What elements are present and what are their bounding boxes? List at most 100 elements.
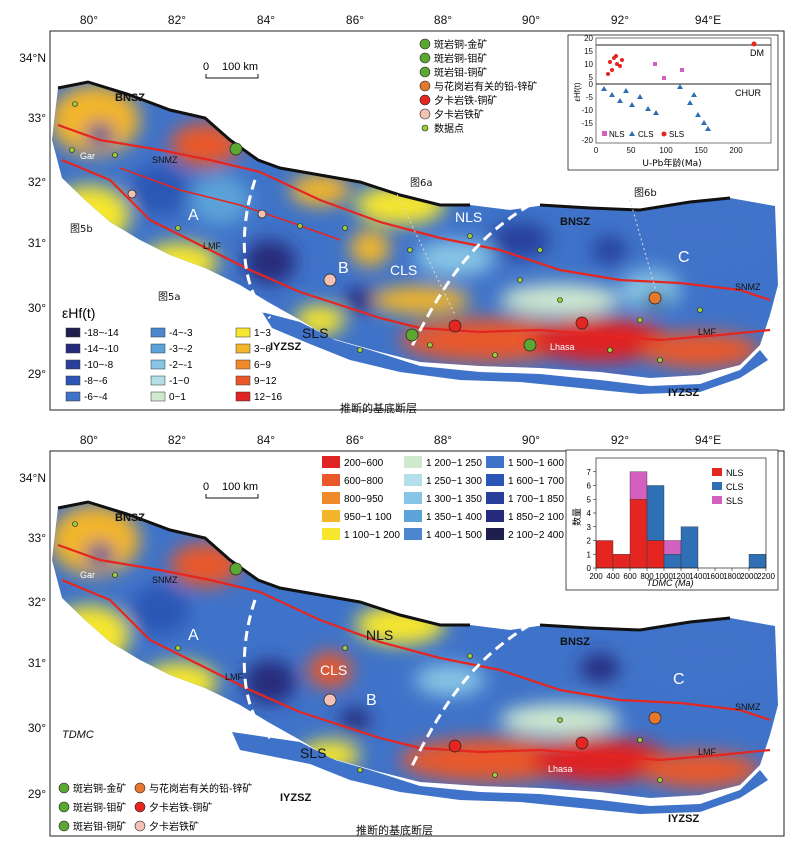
- data-point[interactable]: [357, 347, 363, 353]
- data-point[interactable]: [69, 147, 75, 153]
- deposit-pb-zn[interactable]: [648, 711, 662, 725]
- deposit-skarn-fe[interactable]: [323, 693, 337, 707]
- tdm-legend-label: 800~950: [344, 494, 384, 505]
- label-bnsz-west: BNSZ: [115, 512, 145, 524]
- legend-swatch-mo-cu: [419, 66, 431, 78]
- data-point[interactable]: [175, 645, 181, 651]
- data-points: [69, 101, 703, 363]
- hist-legend-label: SLS: [726, 496, 743, 506]
- lat-label: 30°: [28, 721, 46, 735]
- data-point[interactable]: [557, 717, 563, 723]
- data-point[interactable]: [607, 347, 613, 353]
- section-6a-line: [394, 189, 456, 316]
- data-point[interactable]: [697, 307, 703, 313]
- histogram-bar: [629, 471, 648, 500]
- deposit-cu-au[interactable]: [229, 142, 243, 156]
- label-iyzsz-west: IYZSZ: [280, 792, 311, 804]
- snmz-line: [57, 543, 771, 722]
- data-point[interactable]: [492, 352, 498, 358]
- scale-label: 100 km: [222, 481, 258, 493]
- lon-label: 90°: [522, 13, 540, 27]
- data-point[interactable]: [467, 233, 473, 239]
- data-point[interactable]: [112, 572, 118, 578]
- ehf-legend-swatch: [150, 359, 166, 370]
- deposit-skarn-fe-cu[interactable]: [575, 736, 589, 750]
- data-point[interactable]: [342, 645, 348, 651]
- inset-chur-label: CHUR: [735, 88, 761, 98]
- data-point[interactable]: [557, 297, 563, 303]
- ehf-legend-swatch: [150, 375, 166, 386]
- data-point[interactable]: [467, 653, 473, 659]
- histogram-x-tick: 400: [606, 572, 620, 581]
- data-point[interactable]: [657, 777, 663, 783]
- ehf-legend-swatch: [65, 375, 81, 386]
- basement-fault-east: [408, 203, 531, 351]
- label-cls: CLS: [320, 662, 347, 678]
- data-point[interactable]: [297, 223, 303, 229]
- label-iyzsz-west: IYZSZ: [270, 341, 301, 353]
- svg-text:-5: -5: [586, 93, 594, 102]
- data-point[interactable]: [72, 101, 78, 107]
- deposit-mo-cu[interactable]: [405, 328, 419, 342]
- deposit-skarn-fe[interactable]: [127, 189, 137, 199]
- lat-label: 30°: [28, 301, 46, 315]
- tdm-legend-swatch: [404, 474, 422, 486]
- tdm-legend-swatch: [322, 474, 340, 486]
- data-point[interactable]: [492, 772, 498, 778]
- deposit-cu-au[interactable]: [229, 562, 243, 576]
- deposit-skarn-fe[interactable]: [323, 273, 337, 287]
- label-gar: Gar: [80, 151, 95, 161]
- legend-label: 与花岗岩有关的铅-锌矿: [149, 782, 252, 795]
- svg-text:50: 50: [627, 146, 636, 155]
- legend-label: 与花岗岩有关的铅-锌矿: [434, 80, 537, 93]
- histogram-x-tick: 800: [640, 572, 654, 581]
- data-point[interactable]: [537, 247, 543, 253]
- histogram-x-tick: 200: [589, 572, 603, 581]
- data-point[interactable]: [657, 357, 663, 363]
- label-bnsz-east: BNSZ: [560, 216, 590, 228]
- data-point[interactable]: [517, 277, 523, 283]
- deposit-skarn-fe[interactable]: [257, 209, 267, 219]
- data-point[interactable]: [112, 152, 118, 158]
- bnsz-line-east: [539, 196, 731, 212]
- data-point[interactable]: [175, 225, 181, 231]
- scale-bar: 0 100 km: [203, 481, 259, 499]
- data-point[interactable]: [637, 317, 643, 323]
- lat-label: 34°N: [19, 51, 46, 65]
- histogram-y-tick: 2: [587, 537, 592, 546]
- ehf-legend-swatch: [235, 375, 251, 386]
- deposit-skarn-fe-cu[interactable]: [448, 739, 462, 753]
- lon-label: 88°: [434, 433, 452, 447]
- data-point[interactable]: [427, 342, 433, 348]
- tdm-legend-label: 1 200~1 250: [426, 458, 482, 469]
- label-nls: NLS: [455, 209, 482, 225]
- svg-text:200: 200: [729, 146, 743, 155]
- label-zone-c: C: [678, 249, 690, 266]
- histogram-axes: 200 400 600 800 1000 1200 1400 1600 1800 2000 2200…: [587, 457, 775, 581]
- data-point[interactable]: [342, 225, 348, 231]
- lon-label: 92°: [611, 13, 629, 27]
- label-snmz-east: SNMZ: [735, 702, 761, 712]
- tdm-legend-label: 950~1 100: [344, 512, 392, 523]
- histogram-x-tick: 1800: [723, 572, 741, 581]
- inset-legend: NLS CLS SLS: [602, 130, 684, 139]
- data-point[interactable]: [72, 521, 78, 527]
- deposit-pb-zn[interactable]: [648, 291, 662, 305]
- ehf-legend-label: -4~-3: [169, 328, 193, 339]
- inset-plot-area: [595, 37, 772, 144]
- deposit-skarn-fe-cu[interactable]: [448, 319, 462, 333]
- legend-label: 夕卡岩铁矿: [434, 108, 484, 121]
- deposit-cu-mo[interactable]: [523, 338, 537, 352]
- label-snmz-west: SNMZ: [152, 575, 178, 585]
- data-point[interactable]: [357, 767, 363, 773]
- legend-swatch-skarn-fe-cu: [419, 94, 431, 106]
- ehf-map-panel: 80° 82° 84° 86° 88° 90° 92° 94°E 34°N 33…: [0, 0, 791, 416]
- deposit-skarn-fe-cu[interactable]: [575, 316, 589, 330]
- ehf-map-svg: 80° 82° 84° 86° 88° 90° 92° 94°E 34°N 33…: [19, 13, 785, 415]
- svg-text:0: 0: [589, 80, 594, 89]
- tdm-legend-swatch: [486, 492, 504, 504]
- inset-y-label: εHf(t): [573, 82, 582, 101]
- ehf-legend-swatch: [235, 359, 251, 370]
- data-point[interactable]: [637, 737, 643, 743]
- data-point[interactable]: [407, 247, 413, 253]
